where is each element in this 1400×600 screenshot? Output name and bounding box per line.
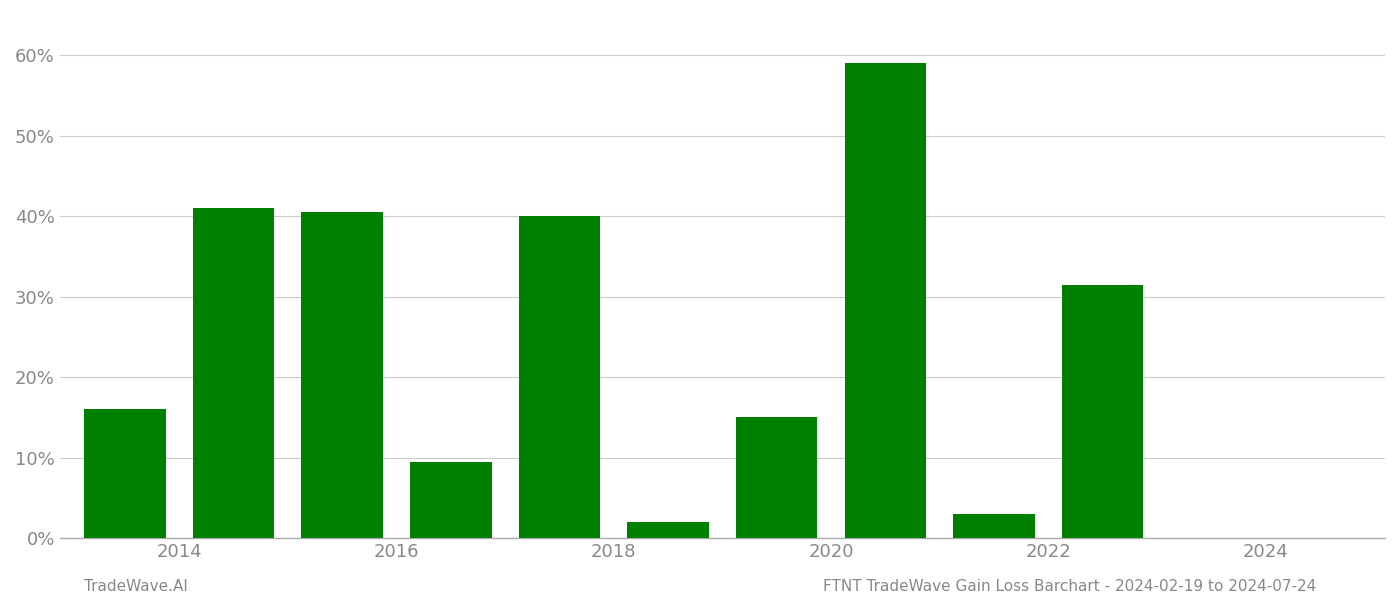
Bar: [736, 418, 818, 538]
Bar: [193, 208, 274, 538]
Bar: [410, 461, 491, 538]
Text: FTNT TradeWave Gain Loss Barchart - 2024-02-19 to 2024-07-24: FTNT TradeWave Gain Loss Barchart - 2024…: [823, 579, 1316, 594]
Bar: [301, 212, 384, 538]
Bar: [1061, 284, 1144, 538]
Bar: [844, 63, 925, 538]
Bar: [84, 409, 165, 538]
Bar: [518, 216, 601, 538]
Bar: [953, 514, 1035, 538]
Bar: [627, 522, 708, 538]
Text: TradeWave.AI: TradeWave.AI: [84, 579, 188, 594]
